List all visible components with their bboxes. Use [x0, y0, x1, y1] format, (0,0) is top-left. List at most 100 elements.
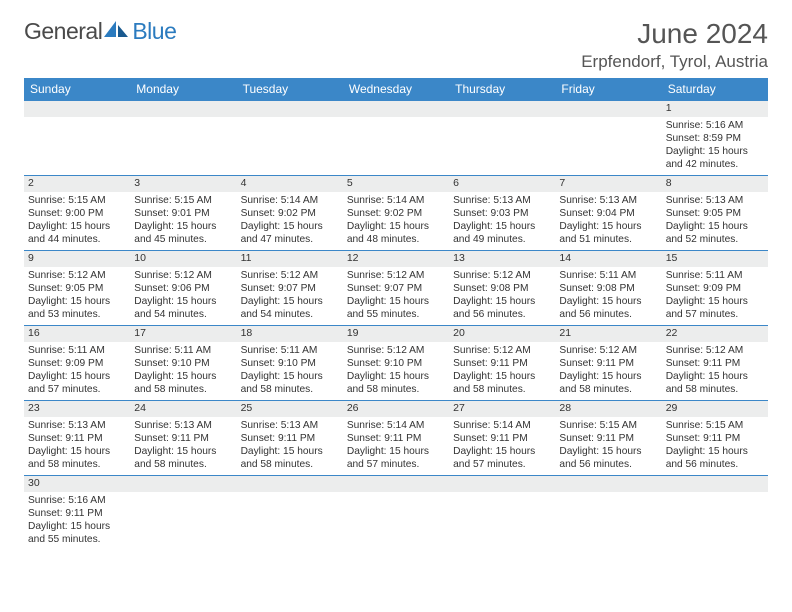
- calendar-cell: 15 Sunrise: 5:11 AMSunset: 9:09 PMDayligh…: [662, 251, 768, 326]
- calendar-cell: 1 Sunrise: 5:16 AMSunset: 8:59 PMDaylight…: [662, 101, 768, 176]
- daylight-text: Daylight: 15 hours and 42 minutes.: [666, 145, 764, 171]
- day-number: 4: [237, 176, 343, 192]
- sunset-text: Sunset: 9:05 PM: [666, 207, 764, 220]
- calendar-cell: [237, 101, 343, 176]
- calendar-cell: [343, 476, 449, 551]
- calendar-cell: 5Sunrise: 5:14 AMSunset: 9:02 PMDaylight…: [343, 176, 449, 251]
- sunset-text: Sunset: 9:11 PM: [666, 357, 764, 370]
- day-details: Sunrise: 5:13 AMSunset: 9:11 PMDaylight:…: [134, 419, 232, 471]
- day-number: 11: [237, 251, 343, 267]
- day-number: 3: [130, 176, 236, 192]
- sunset-text: Sunset: 9:07 PM: [241, 282, 339, 295]
- day-details: Sunrise: 5:13 AMSunset: 9:05 PMDaylight:…: [666, 194, 764, 246]
- day-header: Friday: [555, 78, 661, 101]
- day-details: Sunrise: 5:11 AMSunset: 9:09 PMDaylight:…: [666, 269, 764, 321]
- calendar-table: Sunday Monday Tuesday Wednesday Thursday…: [24, 78, 768, 551]
- sunrise-text: Sunrise: 5:13 AM: [134, 419, 232, 432]
- sunset-text: Sunset: 9:02 PM: [347, 207, 445, 220]
- calendar-cell: [24, 101, 130, 176]
- calendar-cell: 22Sunrise: 5:12 AMSunset: 9:11 PMDayligh…: [662, 326, 768, 401]
- day-details: Sunrise: 5:12 AMSunset: 9:11 PMDaylight:…: [666, 344, 764, 396]
- daylight-text: Daylight: 15 hours and 56 minutes.: [453, 295, 551, 321]
- calendar-week-row: 30Sunrise: 5:16 AMSunset: 9:11 PMDayligh…: [24, 476, 768, 551]
- day-details: Sunrise: 5:14 AMSunset: 9:11 PMDaylight:…: [453, 419, 551, 471]
- calendar-cell: 28Sunrise: 5:15 AMSunset: 9:11 PMDayligh…: [555, 401, 661, 476]
- daylight-text: Daylight: 15 hours and 44 minutes.: [28, 220, 126, 246]
- day-details: Sunrise: 5:15 AMSunset: 9:11 PMDaylight:…: [559, 419, 657, 471]
- day-number: 19: [343, 326, 449, 342]
- day-number: 8: [662, 176, 768, 192]
- day-number: 9: [24, 251, 130, 267]
- calendar-cell: 21Sunrise: 5:12 AMSunset: 9:11 PMDayligh…: [555, 326, 661, 401]
- daylight-text: Daylight: 15 hours and 47 minutes.: [241, 220, 339, 246]
- day-header: Monday: [130, 78, 236, 101]
- calendar-cell: [449, 476, 555, 551]
- sunrise-text: Sunrise: 5:15 AM: [134, 194, 232, 207]
- sunrise-text: Sunrise: 5:12 AM: [559, 344, 657, 357]
- sunrise-text: Sunrise: 5:15 AM: [666, 419, 764, 432]
- sunrise-text: Sunrise: 5:13 AM: [453, 194, 551, 207]
- sunset-text: Sunset: 9:11 PM: [28, 432, 126, 445]
- sunrise-text: Sunrise: 5:12 AM: [347, 344, 445, 357]
- day-number: 15: [662, 251, 768, 267]
- daylight-text: Daylight: 15 hours and 57 minutes.: [347, 445, 445, 471]
- sunrise-text: Sunrise: 5:13 AM: [559, 194, 657, 207]
- day-details: Sunrise: 5:13 AMSunset: 9:11 PMDaylight:…: [241, 419, 339, 471]
- sunrise-text: Sunrise: 5:15 AM: [559, 419, 657, 432]
- day-header: Thursday: [449, 78, 555, 101]
- day-number: 30: [24, 476, 130, 492]
- calendar-cell: 6Sunrise: 5:13 AMSunset: 9:03 PMDaylight…: [449, 176, 555, 251]
- sunrise-text: Sunrise: 5:15 AM: [28, 194, 126, 207]
- sunrise-text: Sunrise: 5:14 AM: [241, 194, 339, 207]
- logo-main-text: General: [24, 18, 102, 45]
- day-number: 5: [343, 176, 449, 192]
- daylight-text: Daylight: 15 hours and 49 minutes.: [453, 220, 551, 246]
- calendar-cell: 18Sunrise: 5:11 AMSunset: 9:10 PMDayligh…: [237, 326, 343, 401]
- sunset-text: Sunset: 9:08 PM: [559, 282, 657, 295]
- daylight-text: Daylight: 15 hours and 57 minutes.: [28, 370, 126, 396]
- calendar-cell: 3Sunrise: 5:15 AMSunset: 9:01 PMDaylight…: [130, 176, 236, 251]
- daylight-text: Daylight: 15 hours and 52 minutes.: [666, 220, 764, 246]
- day-number: 20: [449, 326, 555, 342]
- title-block: June 2024 Erpfendorf, Tyrol, Austria: [581, 18, 768, 72]
- daylight-text: Daylight: 15 hours and 57 minutes.: [666, 295, 764, 321]
- sunrise-text: Sunrise: 5:13 AM: [28, 419, 126, 432]
- sunset-text: Sunset: 9:11 PM: [134, 432, 232, 445]
- day-details: Sunrise: 5:15 AMSunset: 9:11 PMDaylight:…: [666, 419, 764, 471]
- calendar-cell: [555, 101, 661, 176]
- calendar-cell: 24Sunrise: 5:13 AMSunset: 9:11 PMDayligh…: [130, 401, 236, 476]
- sunset-text: Sunset: 9:10 PM: [134, 357, 232, 370]
- sail-icon: [102, 19, 130, 39]
- day-details: Sunrise: 5:14 AMSunset: 9:02 PMDaylight:…: [241, 194, 339, 246]
- day-details: Sunrise: 5:11 AMSunset: 9:10 PMDaylight:…: [241, 344, 339, 396]
- sunrise-text: Sunrise: 5:11 AM: [666, 269, 764, 282]
- day-details: Sunrise: 5:12 AMSunset: 9:11 PMDaylight:…: [453, 344, 551, 396]
- calendar-cell: [237, 476, 343, 551]
- daylight-text: Daylight: 15 hours and 58 minutes.: [134, 370, 232, 396]
- calendar-week-row: 1 Sunrise: 5:16 AMSunset: 8:59 PMDaylight…: [24, 101, 768, 176]
- day-number: 1: [662, 101, 768, 117]
- calendar-cell: 17Sunrise: 5:11 AMSunset: 9:10 PMDayligh…: [130, 326, 236, 401]
- sunset-text: Sunset: 9:10 PM: [347, 357, 445, 370]
- calendar-cell: 8 Sunrise: 5:13 AMSunset: 9:05 PMDaylight…: [662, 176, 768, 251]
- sunrise-text: Sunrise: 5:13 AM: [241, 419, 339, 432]
- sunset-text: Sunset: 8:59 PM: [666, 132, 764, 145]
- day-details: Sunrise: 5:12 AMSunset: 9:05 PMDaylight:…: [28, 269, 126, 321]
- calendar-cell: [130, 476, 236, 551]
- day-number: 2: [24, 176, 130, 192]
- day-details: Sunrise: 5:15 AMSunset: 9:00 PMDaylight:…: [28, 194, 126, 246]
- sunrise-text: Sunrise: 5:14 AM: [347, 194, 445, 207]
- sunset-text: Sunset: 9:08 PM: [453, 282, 551, 295]
- sunset-text: Sunset: 9:03 PM: [453, 207, 551, 220]
- sunrise-text: Sunrise: 5:16 AM: [666, 119, 764, 132]
- sunrise-text: Sunrise: 5:12 AM: [666, 344, 764, 357]
- calendar-cell: 10Sunrise: 5:12 AMSunset: 9:06 PMDayligh…: [130, 251, 236, 326]
- day-details: Sunrise: 5:14 AMSunset: 9:11 PMDaylight:…: [347, 419, 445, 471]
- sunrise-text: Sunrise: 5:13 AM: [666, 194, 764, 207]
- day-number: 21: [555, 326, 661, 342]
- sunset-text: Sunset: 9:01 PM: [134, 207, 232, 220]
- daylight-text: Daylight: 15 hours and 56 minutes.: [666, 445, 764, 471]
- calendar-cell: 4 Sunrise: 5:14 AMSunset: 9:02 PMDaylight…: [237, 176, 343, 251]
- day-number: 25: [237, 401, 343, 417]
- sunrise-text: Sunrise: 5:12 AM: [347, 269, 445, 282]
